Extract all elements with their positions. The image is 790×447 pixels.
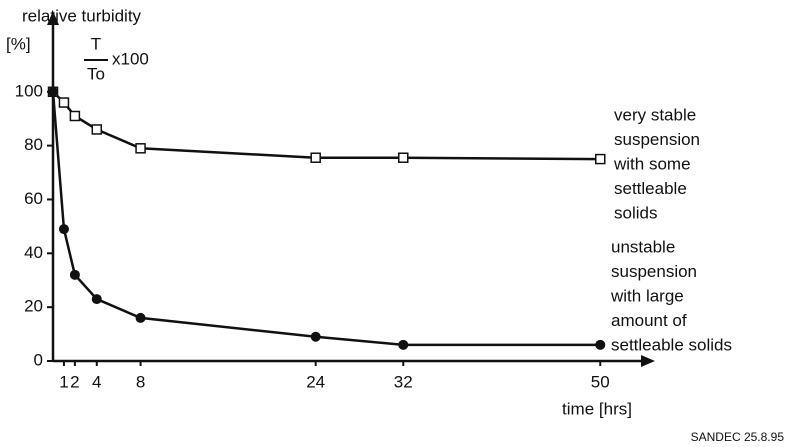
y-tick-label: 100 [15,81,43,100]
y-axis-title: relative turbidity [22,6,142,25]
marker [91,124,103,135]
credit: SANDEC 25.8.95 [691,430,785,444]
x-tick-label: 50 [591,372,610,391]
marker [58,224,69,235]
series-annotation: settleable [614,179,687,198]
marker [595,339,606,350]
series-annotation: with large [610,286,684,305]
marker [310,331,321,342]
series-annotation: very stable [614,105,696,124]
x-tick-label: 24 [306,372,325,391]
ratio-numerator: T [91,34,101,53]
marker [69,269,80,280]
series-annotation: unstable [611,237,675,256]
x-tick-label: 2 [70,372,79,391]
y-tick-label: 60 [24,189,43,208]
ratio-denominator: To [87,64,105,83]
marker [58,97,70,108]
y-tick-label: 20 [24,297,43,316]
marker [135,143,146,154]
series-annotation: with some [613,154,691,173]
y-tick-label: 0 [34,350,43,369]
y-tick-label: 40 [24,243,43,262]
series-annotation: solids [614,203,657,222]
marker [48,86,58,97]
x-tick-label: 8 [136,372,145,391]
y-tick-label: 80 [24,135,43,154]
marker [595,153,606,165]
marker [91,294,102,305]
series-annotation: suspension [614,130,700,149]
x-axis-title: time [hrs] [562,399,632,418]
series-annotation: settleable solids [611,335,732,354]
marker [135,312,146,323]
series-annotation: suspension [611,262,697,281]
series-line [51,91,601,347]
marker [398,152,409,163]
series-annotation: amount of [611,311,687,330]
marker [398,339,409,350]
x-tick-label: 4 [92,372,101,391]
y-axis-unit: [%] [6,34,31,53]
series-line [52,90,601,161]
x-axis-arrow [641,355,655,367]
ratio-factor: x100 [112,49,149,68]
marker [310,152,321,163]
y-axis-arrow [47,11,59,25]
marker [69,110,81,122]
x-tick-label: 32 [394,372,413,391]
x-tick-label: 1 [59,372,68,391]
